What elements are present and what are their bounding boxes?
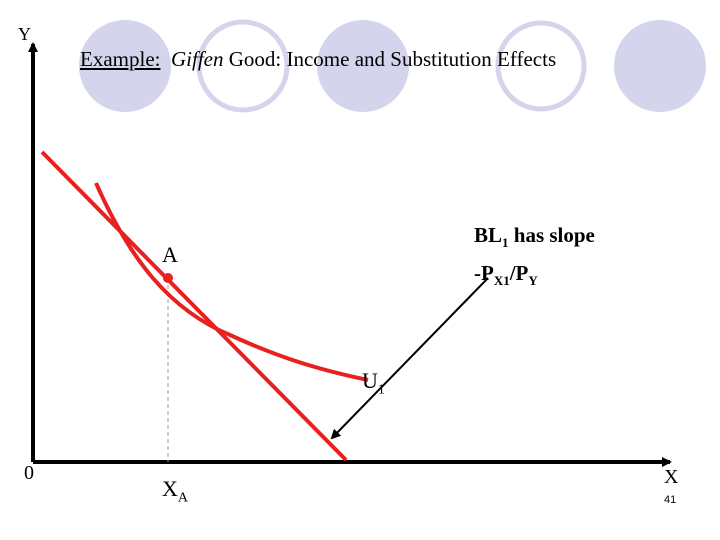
note-pointer-arrow (330, 277, 489, 440)
u1-base: U (362, 368, 378, 393)
bl-sub: 1 (502, 235, 509, 251)
bl-rest: has slope (508, 223, 595, 247)
decor-circle-4 (495, 20, 587, 112)
x-axis-label: X (664, 466, 679, 488)
xa-label: XA (162, 476, 188, 506)
budget-line-note: BL1 has slope -PX1/PY (474, 220, 595, 296)
decor-circle-2 (196, 19, 290, 113)
decor-circle-3 (317, 20, 409, 112)
xa-base: X (162, 476, 178, 501)
budget-line-note-line2: -PX1/PY (474, 258, 595, 296)
point-a-label: A (162, 242, 178, 267)
indifference-curve-label: U1 (362, 368, 385, 398)
title-prefix: Example: (80, 47, 161, 71)
bl-base: BL (474, 223, 503, 247)
xa-sub: A (177, 490, 189, 506)
title-rest: Good: Income and Substitution Effects (223, 47, 557, 71)
budget-line-note-line1: BL1 has slope (474, 220, 595, 258)
indifference-curve-u1 (94, 182, 369, 382)
point-a-marker (163, 273, 173, 283)
budget-line-bl1 (40, 150, 348, 462)
py-base: /P (509, 261, 529, 286)
page-number: 41 (664, 494, 677, 506)
y-axis-label: Y (18, 24, 31, 44)
origin-label: 0 (24, 462, 34, 484)
decor-circle-1 (79, 20, 171, 112)
title-emphasis: Giffen (170, 47, 224, 71)
decor-circle-5 (614, 20, 706, 112)
u1-sub: 1 (377, 382, 385, 398)
px-sub: X1 (493, 273, 510, 289)
slide-title: Example: Giffen Good: Income and Substit… (80, 47, 556, 72)
py-sub: Y (528, 273, 538, 289)
px-base: -P (474, 261, 494, 286)
